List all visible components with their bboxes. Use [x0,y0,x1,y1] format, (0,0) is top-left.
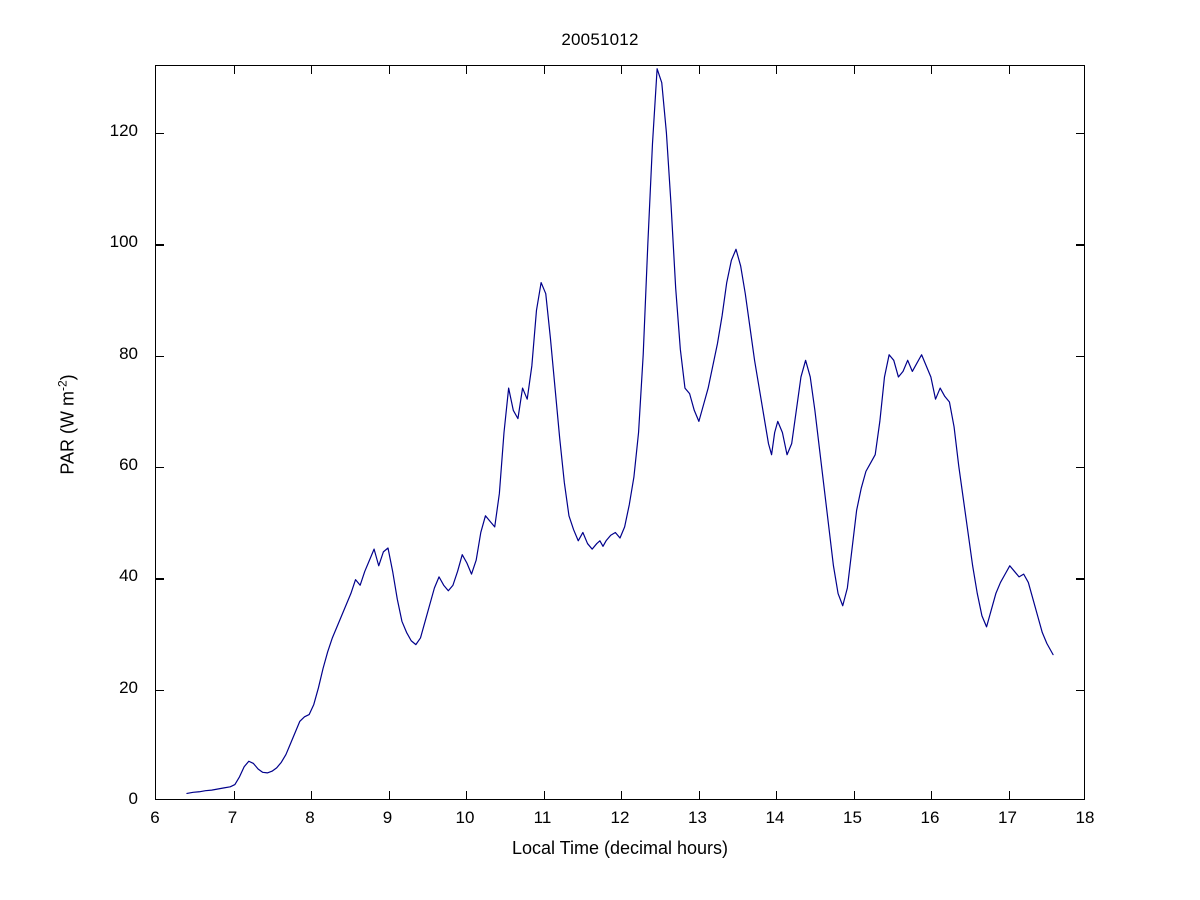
x-tick-label: 10 [455,808,475,827]
x-tick-mark-top [853,66,855,74]
x-tick-mark [311,791,313,799]
y-tick-mark [156,132,164,135]
y-tick-label: 40 [119,566,138,586]
y-axis-label: PAR (W m-2) [55,295,79,555]
y-tick-label: 60 [119,454,138,474]
x-tick-label: 6 [150,808,160,827]
x-tick-label: 9 [382,808,393,827]
x-tick-mark [233,791,235,799]
x-tick-label: 17 [998,808,1017,827]
x-tick-mark [388,791,390,799]
x-tick-mark-top [466,66,468,74]
y-tick-label: 100 [109,232,138,252]
y-axis-label-tail: ) [57,374,78,381]
x-tick-label: 18 [1075,808,1095,827]
x-tick-label: 16 [920,808,940,827]
y-tick-mark-right [1076,578,1084,580]
y-tick-label: 120 [109,120,138,140]
x-tick-mark [1008,791,1010,799]
page-title: 20051012 [561,30,639,49]
x-tick-mark-top [776,66,778,74]
y-tick-mark-right [1076,132,1084,135]
x-tick-mark-top [233,66,235,74]
x-tick-mark [931,791,933,799]
x-tick-label: 13 [688,808,707,827]
x-tick-mark-top [311,66,313,74]
x-tick-label: 7 [227,808,238,827]
x-tick-mark-top [1008,66,1010,74]
y-tick-mark [156,578,164,580]
data-line-series [186,68,1054,795]
x-tick-mark [466,791,468,799]
y-tick-mark [156,244,164,246]
x-tick-mark [853,791,855,799]
y-tick-mark-right [1076,355,1084,357]
x-tick-mark-top [931,66,933,74]
x-axis-label: Local Time (decimal hours) [511,838,729,858]
y-tick-mark-right [1076,466,1084,469]
x-tick-mark [543,791,545,799]
y-tick-label: 80 [119,343,138,363]
x-tick-mark-top [698,66,700,74]
y-tick-mark [156,355,164,357]
y-tick-mark [156,689,164,692]
y-tick-mark [156,466,164,469]
y-tick-label: 20 [119,677,138,697]
x-tick-label: 8 [305,808,315,827]
y-tick-mark-right [1076,244,1084,246]
x-tick-label: 11 [533,808,552,827]
par-series-polyline [186,68,1054,795]
plot-area [155,65,1085,800]
x-tick-mark [776,791,778,799]
y-tick-mark-right [1076,689,1084,692]
x-tick-label: 14 [765,808,785,827]
x-tick-mark-top [543,66,545,74]
y-tick-label: 0 [128,789,138,808]
y-axis-label-exponent: -2 [55,380,70,392]
x-tick-label: 12 [610,808,630,827]
x-tick-mark-top [621,66,623,74]
x-tick-label: 15 [843,808,862,827]
x-tick-mark-top [388,66,390,74]
x-tick-mark [621,791,623,799]
x-tick-mark [698,791,700,799]
